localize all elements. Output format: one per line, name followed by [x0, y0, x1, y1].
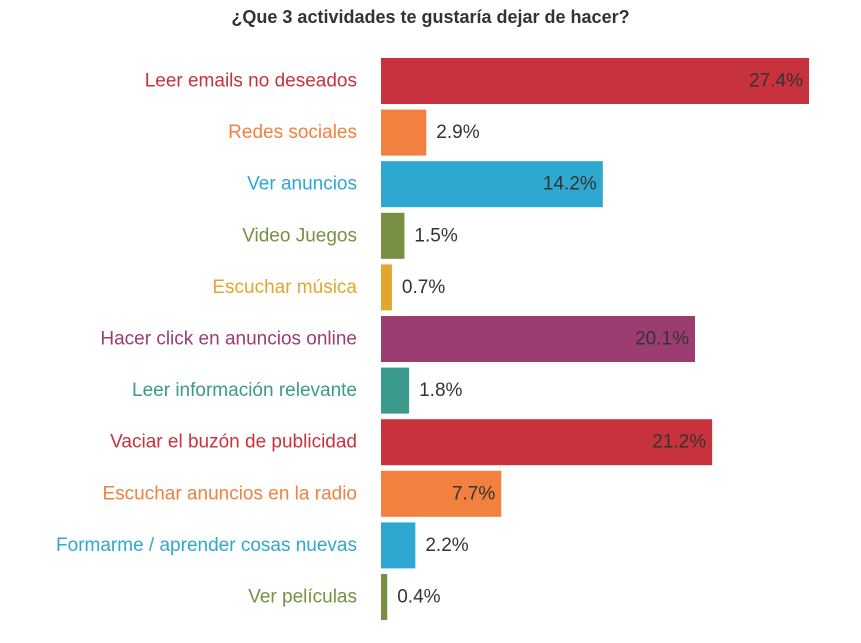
category-label: Formarme / aprender cosas nuevas — [56, 535, 357, 556]
bar — [381, 109, 427, 156]
value-labels: 27.4% 2.9% 14.2% 1.5% 0.7% 20.1% 1.8% 21.2% 7.7%… — [397, 71, 803, 608]
value-label: 0.7% — [402, 277, 445, 298]
category-labels: Leer emails no deseados Redes sociales Ver… — [56, 71, 357, 608]
value-label: 0.4% — [397, 587, 440, 608]
chart-title: ¿Que 3 actividades te gustaría dejar de … — [231, 7, 630, 27]
category-label: Leer emails no deseados — [145, 71, 357, 92]
category-label: Ver anuncios — [247, 174, 357, 195]
value-label: 27.4% — [749, 71, 803, 92]
bar — [381, 574, 388, 620]
bar — [381, 316, 695, 362]
value-label: 20.1% — [635, 329, 689, 350]
category-label: Ver películas — [248, 587, 357, 608]
value-label: 7.7% — [452, 483, 495, 504]
bar — [381, 419, 713, 466]
category-label: Leer información relevante — [132, 380, 357, 401]
bar — [381, 522, 416, 569]
category-label: Video Juegos — [242, 225, 357, 246]
bar — [381, 470, 502, 517]
bar — [381, 367, 410, 414]
value-label: 1.5% — [414, 225, 457, 246]
value-label: 14.2% — [543, 174, 597, 195]
category-label: Escuchar anuncios en la radio — [102, 483, 357, 504]
bar — [381, 212, 405, 259]
category-label: Escuchar música — [212, 277, 357, 298]
category-label: Hacer click en anuncios online — [100, 329, 357, 350]
category-label: Vaciar el buzón de publicidad — [110, 432, 357, 453]
value-label: 2.2% — [425, 535, 468, 556]
bar — [381, 58, 809, 104]
bar — [381, 264, 392, 311]
bars — [381, 58, 809, 620]
value-label: 21.2% — [652, 432, 706, 453]
category-label: Redes sociales — [228, 122, 357, 143]
value-label: 1.8% — [419, 380, 462, 401]
bar — [381, 161, 603, 208]
value-label: 2.9% — [436, 122, 479, 143]
